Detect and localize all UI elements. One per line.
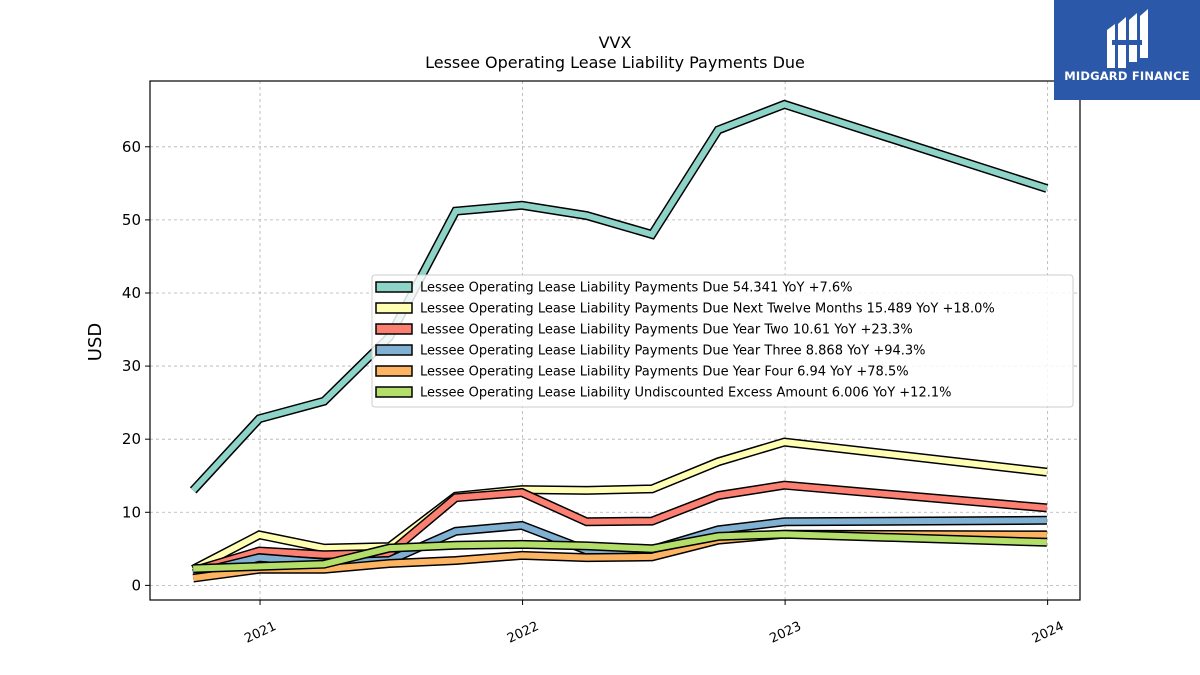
- x-tick-label: 2024: [1030, 619, 1066, 647]
- legend: Lessee Operating Lease Liability Payment…: [371, 274, 1074, 408]
- x-tick-label: 2022: [505, 619, 541, 647]
- y-tick-label: 50: [122, 211, 141, 229]
- plot-frame: [149, 80, 1081, 601]
- logo-mark-icon: [1107, 9, 1148, 68]
- legend-swatch: [375, 344, 413, 356]
- y-tick-label: 60: [122, 138, 141, 156]
- y-tick-label: 0: [131, 576, 141, 594]
- legend-swatch: [375, 281, 413, 293]
- y-axis: 0 10 20 30 40 50 60: [122, 138, 150, 594]
- series-layer: [189, 99, 1049, 583]
- legend-entry: Lessee Operating Lease Liability Payment…: [420, 323, 913, 338]
- y-tick-label: 20: [122, 430, 141, 448]
- legend-swatch: [375, 365, 413, 377]
- series-line: [192, 482, 1048, 574]
- x-axis: 2021 2022 2023 2024: [242, 600, 1066, 647]
- legend-entry: Lessee Operating Lease Liability Payment…: [420, 281, 853, 296]
- legend-swatch: [375, 323, 413, 335]
- series-line: [193, 531, 1047, 572]
- legend-swatch: [375, 302, 413, 314]
- chart-title: VVX: [599, 33, 632, 52]
- series-line: [190, 101, 1048, 493]
- legend-swatch: [375, 386, 413, 398]
- brand-logo: MIDGARD FINANCE: [1054, 0, 1200, 100]
- logo-text: MIDGARD FINANCE: [1064, 69, 1190, 83]
- legend-entry: Lessee Operating Lease Liability Payment…: [420, 344, 926, 359]
- x-tick-label: 2021: [242, 619, 278, 647]
- y-axis-label: USD: [85, 323, 106, 361]
- legend-entry: Lessee Operating Lease Liability Payment…: [420, 302, 995, 317]
- legend-box: [371, 274, 1074, 408]
- y-tick-label: 30: [122, 357, 141, 375]
- chart-subtitle: Lessee Operating Lease Liability Payment…: [425, 53, 805, 72]
- legend-entry: Lessee Operating Lease Liability Undisco…: [420, 386, 951, 401]
- x-tick-label: 2023: [767, 619, 803, 647]
- y-tick-label: 10: [122, 503, 141, 521]
- y-tick-label: 40: [122, 284, 141, 302]
- legend-entry: Lessee Operating Lease Liability Payment…: [420, 365, 909, 380]
